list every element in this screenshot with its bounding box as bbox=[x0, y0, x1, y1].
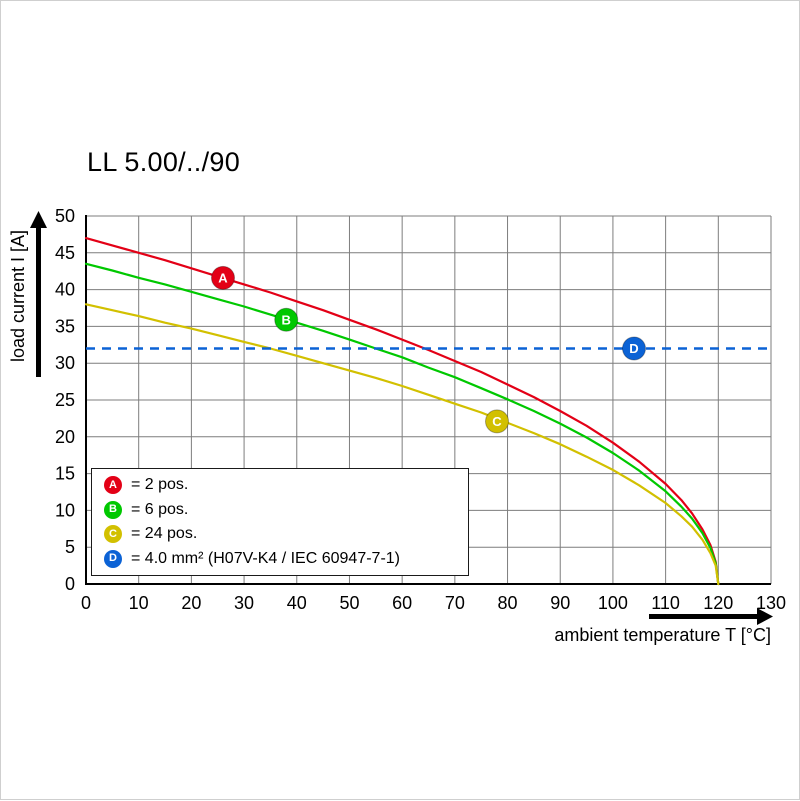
x-tick-label: 100 bbox=[598, 593, 628, 613]
y-tick-label: 5 bbox=[65, 537, 75, 557]
x-tick-label: 80 bbox=[498, 593, 518, 613]
y-axis-arrow-icon bbox=[30, 211, 47, 377]
legend-marker-a-icon: A bbox=[104, 476, 122, 494]
y-tick-label: 30 bbox=[55, 353, 75, 373]
y-tick-label: 20 bbox=[55, 427, 75, 447]
y-tick-label: 0 bbox=[65, 574, 75, 594]
chart-title: LL 5.00/../90 bbox=[87, 147, 241, 177]
x-tick-label: 40 bbox=[287, 593, 307, 613]
x-tick-label: 90 bbox=[550, 593, 570, 613]
y-tick-label: 50 bbox=[55, 206, 75, 226]
legend-row: B = 6 pos. bbox=[104, 500, 456, 519]
x-tick-label: 110 bbox=[651, 593, 680, 613]
x-tick-label: 50 bbox=[339, 593, 359, 613]
y-tick-label: 45 bbox=[55, 243, 75, 263]
y-tick-label: 10 bbox=[55, 500, 75, 520]
marker-letter-C: C bbox=[492, 414, 502, 429]
marker-letter-D: D bbox=[629, 341, 638, 356]
marker-D bbox=[622, 336, 646, 361]
x-tick-label: 20 bbox=[181, 593, 201, 613]
marker-letter-B: B bbox=[282, 312, 291, 327]
marker-B bbox=[274, 307, 299, 332]
curve-A bbox=[84, 237, 720, 586]
marker-letter-A: A bbox=[218, 270, 228, 285]
marker-A bbox=[211, 265, 235, 290]
x-tick-label: 60 bbox=[392, 593, 412, 613]
y-tick-label: 15 bbox=[55, 464, 75, 484]
x-tick-label: 10 bbox=[129, 593, 149, 613]
legend-row: D = 4.0 mm² (H07V-K4 / IEC 60947-7-1) bbox=[104, 549, 456, 568]
legend-label-b: = 6 pos. bbox=[131, 500, 189, 518]
y-tick-label: 25 bbox=[55, 390, 75, 410]
x-tick-label: 30 bbox=[234, 593, 254, 613]
x-tick-label: 0 bbox=[81, 593, 91, 613]
y-tick-label: 40 bbox=[55, 280, 75, 300]
x-tick-label: 70 bbox=[445, 593, 465, 613]
legend-label-a: = 2 pos. bbox=[131, 476, 189, 493]
legend: A = 2 pos. B = 6 pos. C = 24 pos. D = 4.… bbox=[91, 468, 469, 576]
legend-marker-c-icon: C bbox=[104, 525, 122, 544]
curve-C bbox=[84, 303, 720, 586]
x-axis-label: ambient temperature T [°C] bbox=[554, 625, 771, 645]
x-tick-label: 120 bbox=[703, 593, 733, 613]
x-axis-arrow-icon bbox=[649, 608, 773, 625]
legend-marker-d-icon: D bbox=[104, 549, 122, 568]
legend-marker-b-icon: B bbox=[104, 500, 122, 519]
legend-row: A = 2 pos. bbox=[104, 476, 456, 494]
curve-B bbox=[84, 262, 720, 586]
y-tick-label: 35 bbox=[55, 316, 75, 336]
marker-C bbox=[485, 409, 509, 434]
x-tick-label: 130 bbox=[756, 593, 786, 613]
legend-label-d: = 4.0 mm² (H07V-K4 / IEC 60947-7-1) bbox=[131, 549, 400, 567]
legend-row: C = 24 pos. bbox=[104, 525, 456, 544]
legend-label-c: = 24 pos. bbox=[131, 525, 198, 543]
